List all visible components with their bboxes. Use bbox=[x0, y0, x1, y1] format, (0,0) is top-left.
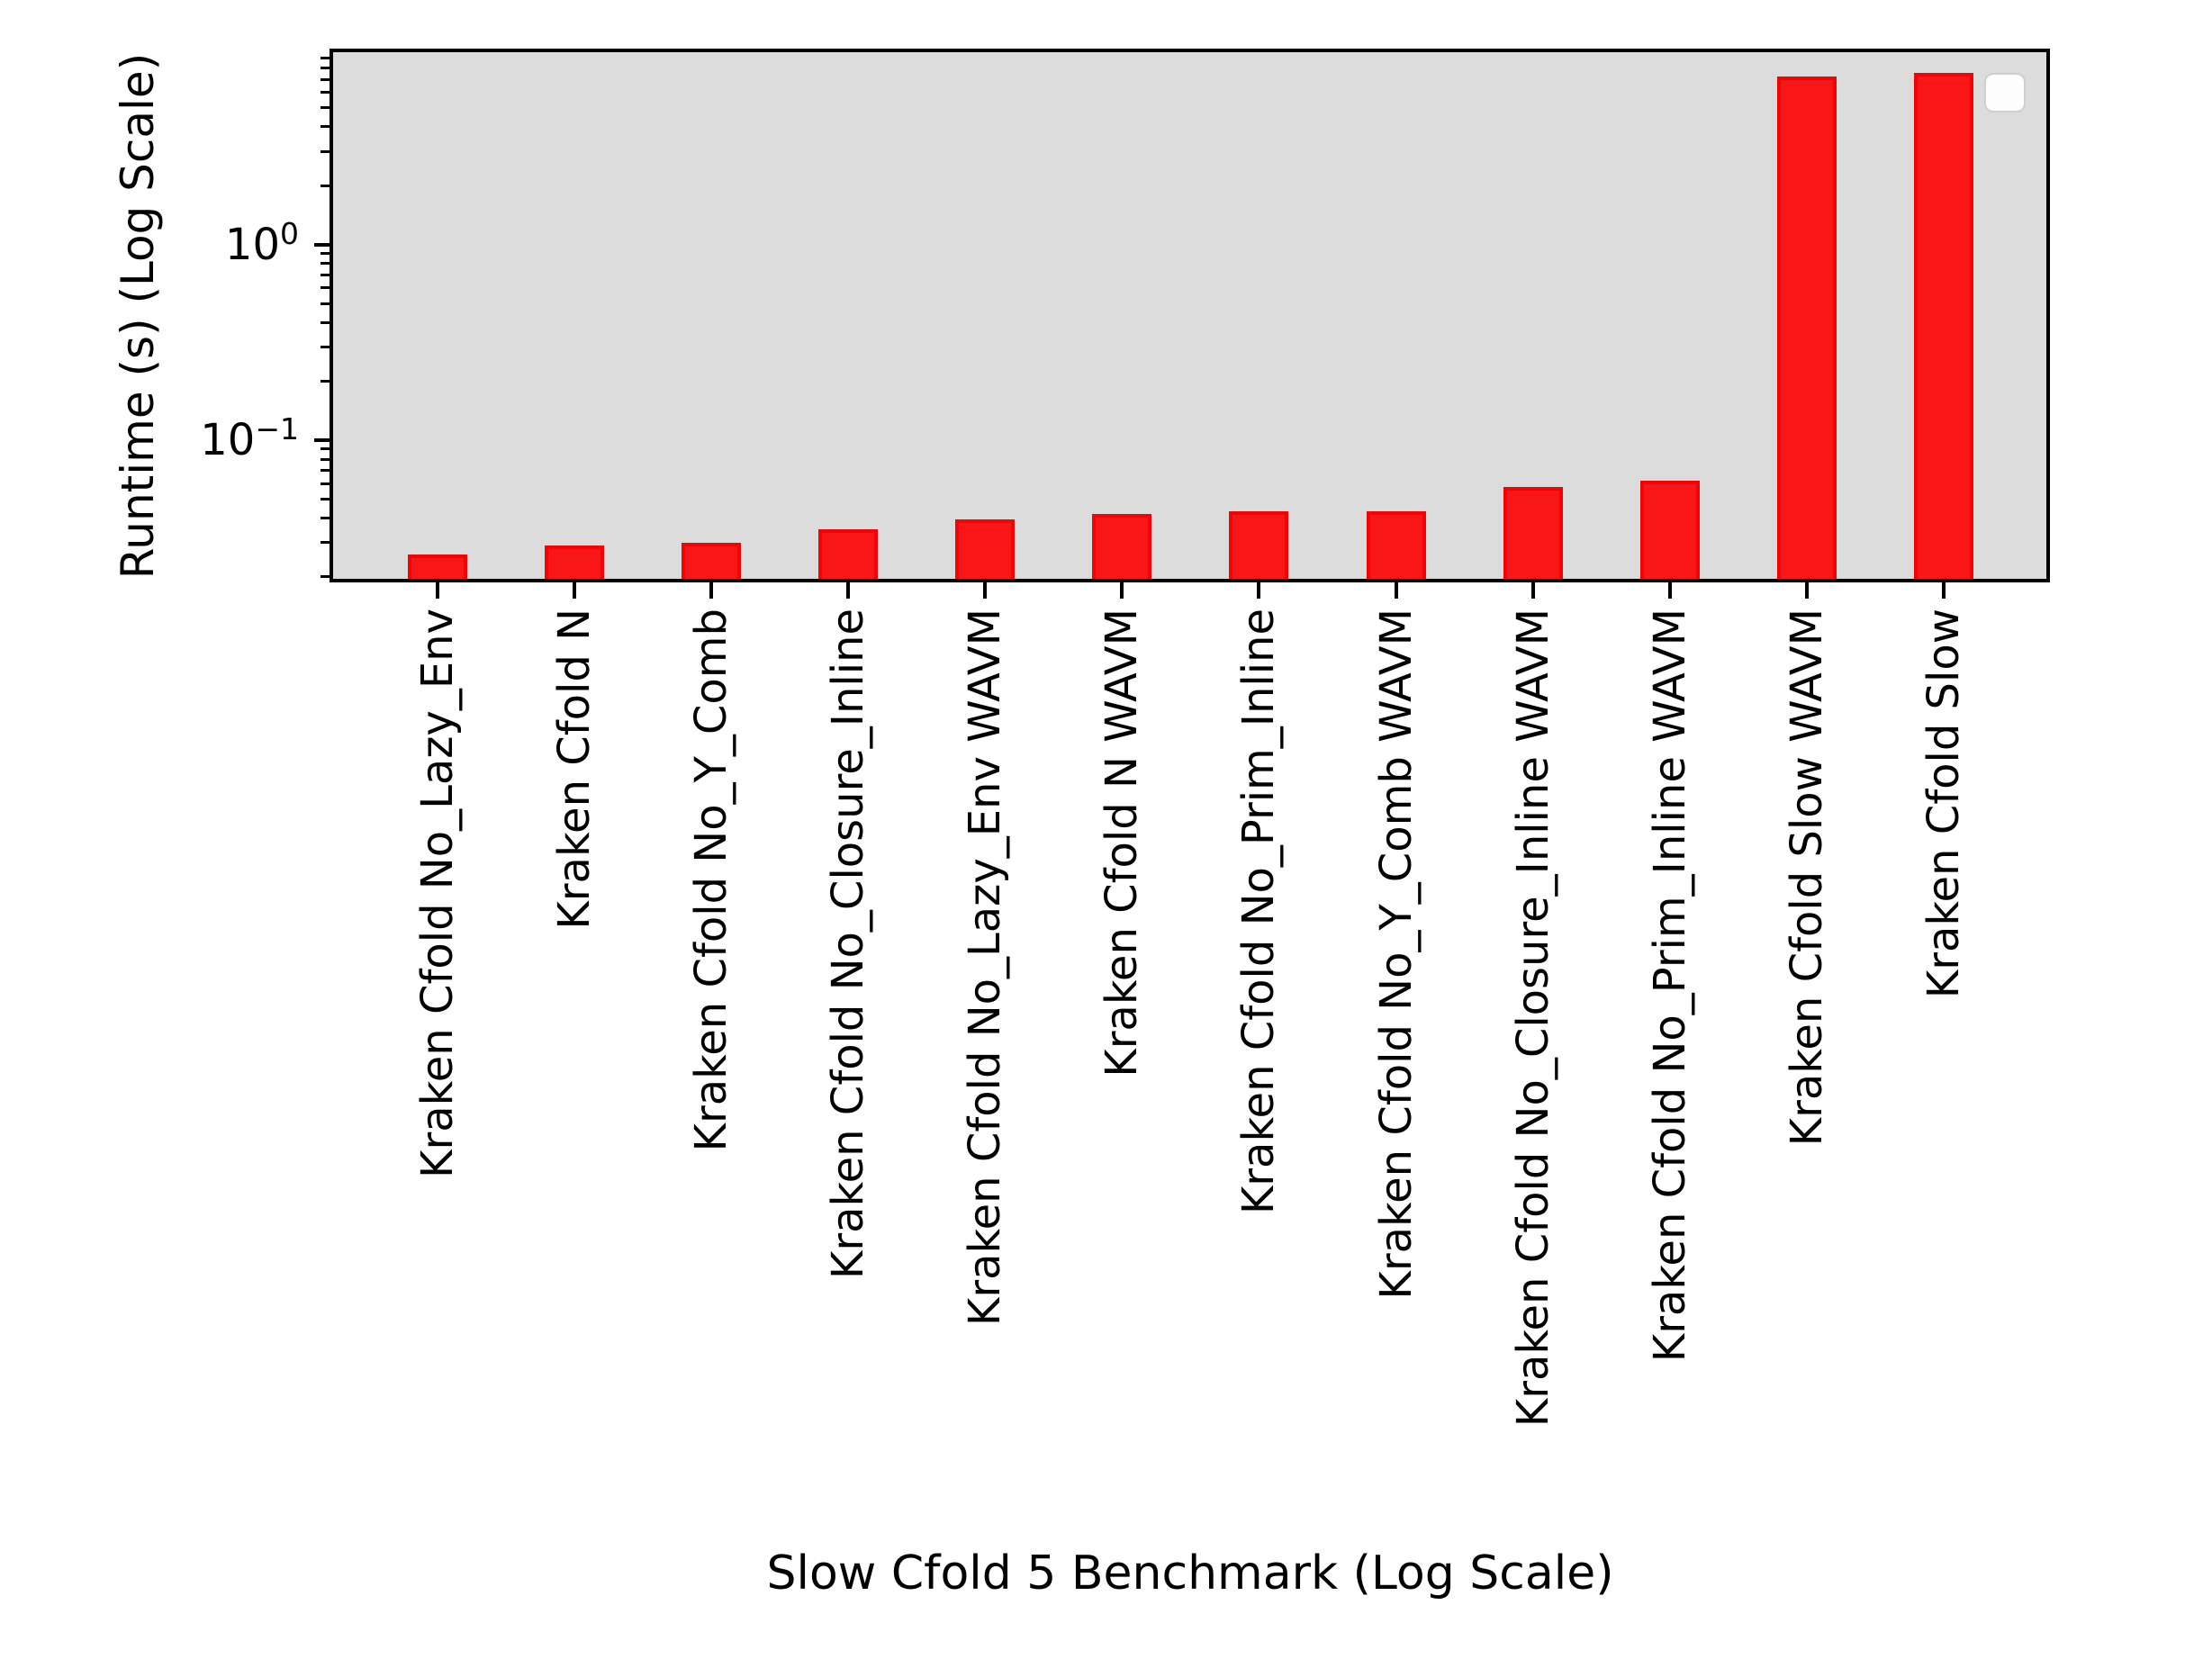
x-tick-label: Kraken Cfold No_Prim_Inline WAVM bbox=[1644, 609, 1695, 1363]
y-minor-tick bbox=[321, 447, 330, 451]
plot-border bbox=[330, 49, 2050, 582]
y-minor-tick bbox=[321, 457, 330, 461]
x-tick bbox=[435, 581, 439, 599]
y-minor-tick bbox=[321, 497, 330, 500]
x-tick-label: Kraken Cfold No_Closure_Inline bbox=[823, 609, 874, 1280]
bar bbox=[407, 555, 467, 582]
x-tick bbox=[1530, 581, 1535, 599]
bar bbox=[818, 529, 879, 582]
y-minor-tick bbox=[321, 320, 330, 324]
y-tick-label-1e-1: 10−1 bbox=[200, 411, 299, 465]
x-tick bbox=[1804, 581, 1809, 599]
x-tick-label: Kraken Cfold N bbox=[548, 609, 600, 930]
x-tick bbox=[1257, 581, 1261, 599]
bar bbox=[1913, 72, 1973, 582]
x-tick-label: Kraken Cfold Slow WAVM bbox=[1781, 609, 1832, 1147]
x-tick-label: Kraken Cfold No_Closure_Inline WAVM bbox=[1507, 609, 1558, 1428]
y-minor-tick bbox=[321, 380, 330, 383]
x-tick-label: Kraken Cfold No_Y_Comb bbox=[686, 609, 736, 1152]
y-tick-label-1e0: 100 bbox=[224, 216, 299, 270]
y-minor-tick bbox=[321, 302, 330, 305]
x-tick bbox=[983, 581, 988, 599]
bar bbox=[1092, 513, 1152, 582]
y-minor-tick bbox=[321, 184, 330, 187]
y-minor-tick bbox=[321, 286, 330, 290]
x-tick bbox=[1667, 581, 1672, 599]
bar bbox=[1503, 487, 1563, 582]
x-tick bbox=[1941, 581, 1946, 599]
x-tick bbox=[709, 581, 713, 599]
x-tick-label: Kraken Cfold No_Prim_Inline bbox=[1233, 609, 1285, 1215]
legend-box bbox=[1984, 73, 2026, 113]
y-minor-tick bbox=[321, 262, 330, 266]
y-minor-tick bbox=[321, 106, 330, 110]
plot-area bbox=[331, 50, 2048, 581]
y-minor-tick bbox=[321, 125, 330, 129]
y-minor-tick bbox=[321, 469, 330, 473]
x-tick-label: Kraken Cfold No_Lazy_Env WAVM bbox=[960, 609, 1011, 1327]
y-minor-tick bbox=[321, 149, 330, 153]
bar bbox=[1776, 77, 1837, 582]
y-minor-tick bbox=[321, 273, 330, 276]
x-tick-label: Kraken Cfold No_Y_Comb WAVM bbox=[1370, 609, 1422, 1300]
y-minor-tick bbox=[321, 345, 330, 348]
y-minor-tick bbox=[321, 66, 330, 69]
x-tick-label: Kraken Cfold Slow bbox=[1918, 609, 1969, 999]
y-minor-tick bbox=[321, 482, 330, 485]
y-major-tick bbox=[314, 242, 330, 247]
x-tick bbox=[572, 581, 576, 599]
x-tick-label: Kraken Cfold No_Lazy_Env bbox=[411, 609, 463, 1178]
y-minor-tick bbox=[321, 252, 330, 256]
y-axis-label: Runtime (s) (Log Scale) bbox=[112, 52, 164, 580]
y-minor-tick bbox=[321, 541, 330, 545]
x-tick bbox=[846, 581, 851, 599]
y-minor-tick bbox=[321, 575, 330, 579]
x-tick bbox=[1394, 581, 1398, 599]
y-major-tick bbox=[314, 438, 330, 442]
x-tick bbox=[1120, 581, 1124, 599]
bar bbox=[1229, 510, 1289, 582]
y-minor-tick bbox=[321, 91, 330, 95]
y-minor-tick bbox=[321, 516, 330, 519]
y-minor-tick bbox=[321, 56, 330, 59]
x-tick-label: Kraken Cfold N WAVM bbox=[1097, 609, 1148, 1077]
y-minor-tick bbox=[321, 77, 330, 81]
x-axis-label: Slow Cfold 5 Benchmark (Log Scale) bbox=[766, 1546, 1614, 1600]
